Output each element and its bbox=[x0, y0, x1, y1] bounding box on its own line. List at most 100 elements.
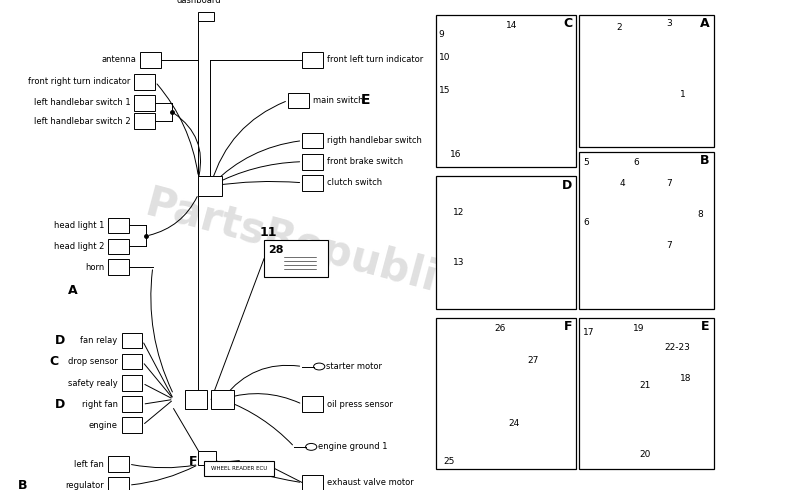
Bar bbox=[198, 451, 216, 465]
Text: 4: 4 bbox=[619, 179, 625, 188]
Text: 21: 21 bbox=[640, 381, 651, 391]
Text: 15: 15 bbox=[438, 86, 450, 95]
Text: E: E bbox=[361, 94, 370, 107]
Bar bbox=[211, 390, 234, 409]
Bar bbox=[302, 133, 323, 148]
Bar bbox=[122, 375, 142, 391]
Bar bbox=[108, 456, 129, 472]
Text: B: B bbox=[700, 154, 710, 168]
Bar bbox=[436, 15, 576, 167]
Text: dashboard: dashboard bbox=[176, 0, 221, 5]
Text: F: F bbox=[189, 455, 198, 468]
Bar bbox=[134, 74, 155, 90]
Text: 25: 25 bbox=[443, 457, 454, 466]
Text: 19: 19 bbox=[633, 324, 645, 333]
Bar bbox=[108, 239, 129, 254]
Text: head light 2: head light 2 bbox=[54, 242, 104, 251]
Text: engine ground 1: engine ground 1 bbox=[318, 442, 388, 451]
Text: left fan: left fan bbox=[74, 460, 104, 468]
Text: rigth handlebar switch: rigth handlebar switch bbox=[327, 136, 422, 145]
Text: front left turn indicator: front left turn indicator bbox=[327, 55, 423, 64]
Text: 11: 11 bbox=[260, 226, 278, 239]
Text: 22-23: 22-23 bbox=[664, 343, 690, 352]
Text: F: F bbox=[563, 320, 572, 333]
Text: 7: 7 bbox=[666, 179, 672, 188]
Bar bbox=[302, 396, 323, 412]
Text: safety realy: safety realy bbox=[68, 379, 118, 388]
Text: 6: 6 bbox=[633, 158, 638, 168]
Text: C: C bbox=[50, 355, 58, 368]
Text: front right turn indicator: front right turn indicator bbox=[28, 77, 130, 86]
Bar bbox=[579, 318, 714, 469]
Text: regulator: regulator bbox=[66, 481, 104, 490]
Text: left handlebar switch 2: left handlebar switch 2 bbox=[34, 117, 130, 125]
Text: right fan: right fan bbox=[82, 400, 118, 409]
Bar bbox=[579, 15, 714, 147]
Text: 17: 17 bbox=[583, 328, 594, 337]
Bar bbox=[122, 333, 142, 348]
Text: exhaust valve motor: exhaust valve motor bbox=[327, 478, 414, 487]
Text: C: C bbox=[563, 17, 572, 30]
Bar bbox=[198, 176, 222, 196]
Text: fan relay: fan relay bbox=[80, 336, 118, 345]
Bar bbox=[122, 354, 142, 369]
Text: 12: 12 bbox=[453, 208, 464, 217]
Text: left handlebar switch 1: left handlebar switch 1 bbox=[34, 98, 130, 107]
Text: 14: 14 bbox=[506, 21, 518, 30]
Text: 27: 27 bbox=[527, 356, 538, 365]
Text: 3: 3 bbox=[666, 20, 672, 28]
Bar bbox=[198, 12, 214, 21]
Text: starter motor: starter motor bbox=[326, 362, 382, 371]
Bar bbox=[436, 176, 576, 309]
Text: horn: horn bbox=[85, 263, 104, 271]
Text: oil press sensor: oil press sensor bbox=[327, 400, 393, 409]
Bar bbox=[579, 152, 714, 309]
Bar bbox=[122, 396, 142, 412]
Text: WHEEL READER ECU: WHEEL READER ECU bbox=[211, 466, 267, 471]
Text: drop sensor: drop sensor bbox=[68, 357, 118, 366]
Text: 20: 20 bbox=[640, 450, 651, 459]
Text: 1: 1 bbox=[680, 90, 686, 98]
Text: 8: 8 bbox=[698, 210, 703, 219]
Text: 6: 6 bbox=[583, 218, 589, 227]
Text: 13: 13 bbox=[453, 258, 464, 267]
Bar bbox=[302, 154, 323, 170]
Text: 10: 10 bbox=[438, 53, 450, 62]
Bar bbox=[264, 240, 328, 277]
Text: 5: 5 bbox=[583, 158, 589, 168]
Text: 28: 28 bbox=[268, 245, 283, 255]
Bar bbox=[185, 390, 207, 409]
Text: 7: 7 bbox=[666, 242, 672, 250]
Bar bbox=[134, 113, 155, 129]
Bar bbox=[140, 52, 161, 68]
Bar bbox=[108, 218, 129, 233]
Text: B: B bbox=[18, 479, 27, 490]
Bar bbox=[302, 52, 323, 68]
Text: front brake switch: front brake switch bbox=[327, 157, 403, 166]
Text: 26: 26 bbox=[494, 324, 506, 333]
Text: engine: engine bbox=[89, 421, 118, 430]
Bar bbox=[436, 318, 576, 469]
Text: 18: 18 bbox=[680, 374, 691, 383]
Text: antenna: antenna bbox=[101, 55, 136, 64]
Text: E: E bbox=[701, 320, 710, 333]
Text: 2: 2 bbox=[617, 24, 622, 32]
Text: A: A bbox=[68, 284, 78, 296]
Text: 16: 16 bbox=[450, 150, 462, 159]
Text: clutch switch: clutch switch bbox=[327, 178, 382, 187]
Bar bbox=[108, 259, 129, 275]
Text: 24: 24 bbox=[509, 419, 520, 428]
Bar bbox=[302, 475, 323, 490]
Text: PartsRepublik: PartsRepublik bbox=[140, 182, 468, 308]
Bar bbox=[122, 417, 142, 433]
Bar bbox=[108, 477, 129, 490]
Bar bbox=[204, 461, 274, 476]
Bar bbox=[134, 95, 155, 111]
Text: head light 1: head light 1 bbox=[54, 221, 104, 230]
Text: D: D bbox=[54, 398, 65, 411]
Text: A: A bbox=[700, 17, 710, 30]
Text: D: D bbox=[562, 179, 572, 192]
Bar bbox=[288, 93, 309, 108]
Text: main switch: main switch bbox=[313, 96, 363, 105]
Text: D: D bbox=[54, 334, 65, 347]
